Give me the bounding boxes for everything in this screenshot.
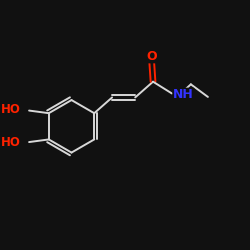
Text: O: O: [146, 50, 157, 63]
Text: HO: HO: [1, 136, 21, 149]
Text: NH: NH: [173, 88, 194, 101]
Text: HO: HO: [1, 103, 21, 116]
